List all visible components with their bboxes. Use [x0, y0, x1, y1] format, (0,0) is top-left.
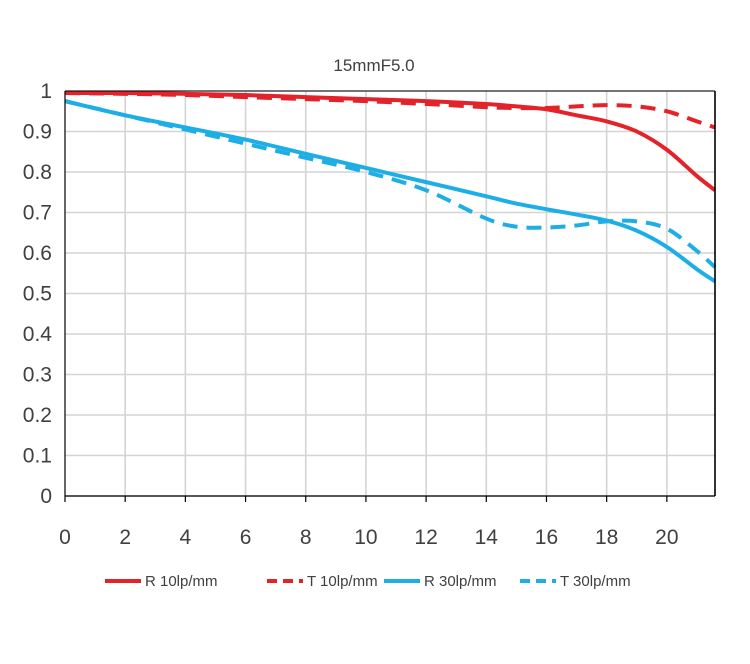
y-tick-label: 0.4	[23, 323, 53, 346]
x-axis-ticks: 0 2 4 6 8 10 12 14 16 18 20	[59, 526, 678, 549]
x-tick-label: 4	[180, 526, 192, 549]
x-tick-label: 0	[59, 526, 71, 549]
x-tick-label: 18	[595, 526, 618, 549]
series-line-t-10lp-mm	[64, 91, 716, 130]
grid	[65, 90, 715, 497]
y-tick-label: 0.9	[23, 121, 52, 144]
x-tick-label: 2	[119, 526, 131, 549]
series-lines	[64, 90, 717, 284]
y-tick-label: 0.5	[23, 283, 52, 306]
x-tick-label: 14	[475, 526, 499, 549]
series-line-r-30lp-mm	[64, 99, 717, 284]
y-tick-label: 0	[40, 485, 52, 508]
y-tick-label: 0.7	[23, 202, 52, 225]
legend-label: T 10lp/mm	[307, 573, 378, 590]
y-tick-label: 0.8	[23, 161, 52, 184]
x-tick-label: 6	[240, 526, 252, 549]
y-tick-label: 0.3	[23, 364, 52, 387]
axes	[64, 90, 716, 502]
legend-label: R 30lp/mm	[424, 573, 497, 590]
series-line-t-30lp-mm	[64, 99, 717, 269]
y-tick-label: 0.1	[23, 445, 52, 468]
x-tick-label: 10	[354, 526, 377, 549]
y-axis-ticks: 0 0.1 0.2 0.3 0.4 0.5 0.6 0.7 0.8 0.9 1	[23, 80, 53, 508]
y-tick-label: 0.6	[23, 242, 52, 265]
y-tick-label: 0.2	[23, 404, 52, 427]
x-tick-label: 8	[300, 526, 312, 549]
chart-title: 15mmF5.0	[333, 56, 414, 75]
x-tick-label: 12	[414, 526, 437, 549]
legend-label: T 30lp/mm	[560, 573, 631, 590]
legend: R 10lp/mm T 10lp/mm R 30lp/mm T 30lp/mm	[105, 573, 631, 590]
x-tick-label: 16	[535, 526, 558, 549]
y-tick-label: 1	[40, 80, 52, 103]
x-tick-label: 20	[655, 526, 678, 549]
legend-label: R 10lp/mm	[145, 573, 218, 590]
